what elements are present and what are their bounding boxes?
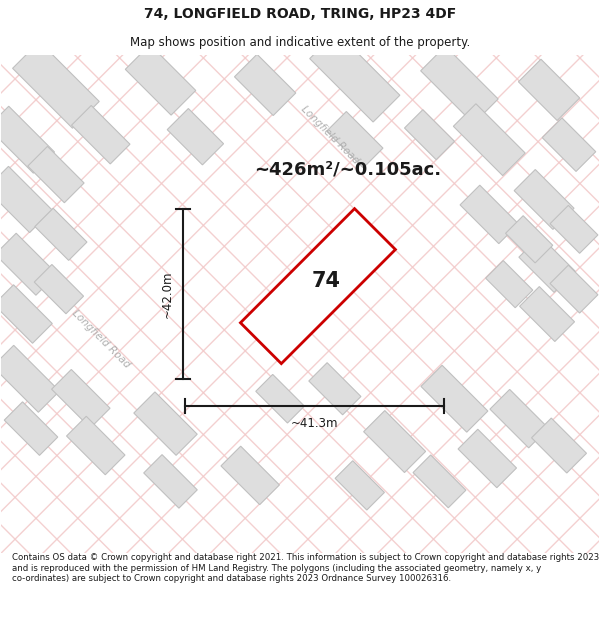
Polygon shape <box>235 54 296 116</box>
Polygon shape <box>454 104 525 176</box>
Polygon shape <box>71 106 130 164</box>
Polygon shape <box>241 209 395 364</box>
Polygon shape <box>485 261 533 308</box>
Polygon shape <box>310 32 400 122</box>
Polygon shape <box>28 146 84 202</box>
Polygon shape <box>542 118 596 171</box>
Text: 74: 74 <box>311 271 340 291</box>
Polygon shape <box>0 106 55 173</box>
Polygon shape <box>134 392 197 456</box>
Polygon shape <box>0 285 52 343</box>
Text: Longfield Road: Longfield Road <box>70 308 132 370</box>
Text: ~42.0m: ~42.0m <box>161 271 174 318</box>
Polygon shape <box>309 362 361 415</box>
Polygon shape <box>520 286 575 341</box>
Polygon shape <box>364 411 425 472</box>
Polygon shape <box>0 233 57 295</box>
Text: 74, LONGFIELD ROAD, TRING, HP23 4DF: 74, LONGFIELD ROAD, TRING, HP23 4DF <box>144 7 456 21</box>
Text: Contains OS data © Crown copyright and database right 2021. This information is : Contains OS data © Crown copyright and d… <box>12 553 599 583</box>
Polygon shape <box>421 365 488 432</box>
Polygon shape <box>34 264 83 314</box>
Polygon shape <box>506 216 553 263</box>
Polygon shape <box>550 265 598 313</box>
Polygon shape <box>519 236 575 292</box>
Polygon shape <box>35 208 87 261</box>
Polygon shape <box>0 166 52 232</box>
Polygon shape <box>67 416 125 475</box>
Polygon shape <box>518 59 580 121</box>
Polygon shape <box>125 44 196 115</box>
Polygon shape <box>335 461 385 510</box>
Polygon shape <box>221 446 280 504</box>
Polygon shape <box>532 418 586 473</box>
Polygon shape <box>458 429 517 488</box>
Polygon shape <box>421 46 498 124</box>
Text: Map shows position and indicative extent of the property.: Map shows position and indicative extent… <box>130 36 470 49</box>
Polygon shape <box>13 42 99 128</box>
Polygon shape <box>514 169 574 229</box>
Text: ~426m²/~0.105ac.: ~426m²/~0.105ac. <box>254 161 442 179</box>
Text: Longfield Road: Longfield Road <box>299 104 361 166</box>
Polygon shape <box>404 110 455 160</box>
Polygon shape <box>490 389 548 448</box>
Polygon shape <box>52 369 110 428</box>
Polygon shape <box>4 402 58 456</box>
Polygon shape <box>326 111 383 168</box>
Polygon shape <box>460 185 518 244</box>
Polygon shape <box>413 455 466 508</box>
Polygon shape <box>144 454 197 508</box>
Polygon shape <box>256 374 304 423</box>
Text: ~41.3m: ~41.3m <box>291 417 338 430</box>
Polygon shape <box>0 346 59 413</box>
Polygon shape <box>550 206 598 253</box>
Polygon shape <box>167 109 224 165</box>
